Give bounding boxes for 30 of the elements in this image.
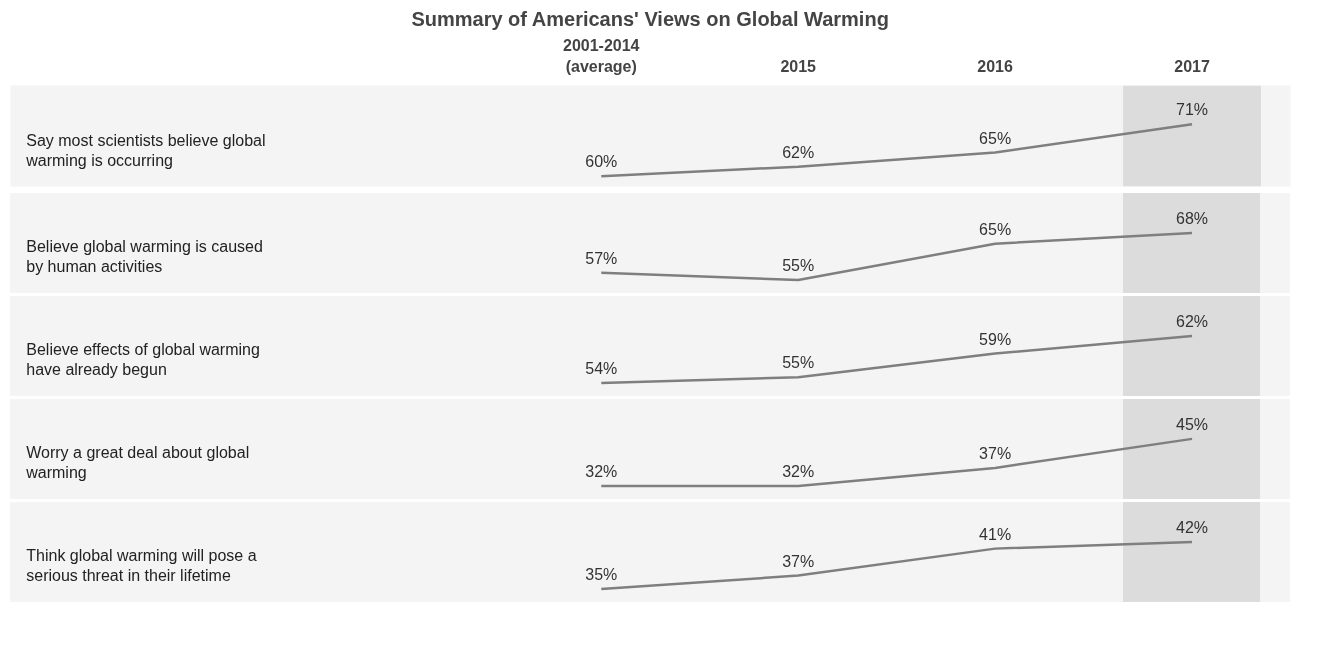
y-axis-title: Believe effects of global warming have already begun <box>26 340 260 379</box>
data-label: 32% <box>585 463 618 481</box>
data-label: 55% <box>782 257 815 275</box>
data-label: 71% <box>1176 101 1209 119</box>
data-label: 65% <box>979 220 1012 238</box>
data-label: 68% <box>1176 209 1209 227</box>
y-axis-title: Think global warming will pose a serious threat in their lifetime <box>26 546 257 585</box>
data-label: 42% <box>1176 518 1209 536</box>
x-tick-label: 2017 <box>1174 57 1210 75</box>
data-label: 37% <box>979 444 1012 462</box>
x-tick-label: 2015 <box>780 57 817 75</box>
data-label: 55% <box>782 354 815 372</box>
y-axis-title: Believe global warming is caused by human activities <box>26 237 263 276</box>
data-label: 57% <box>585 249 618 267</box>
data-label: 45% <box>1176 415 1209 433</box>
data-label: 62% <box>782 143 815 161</box>
data-label: 54% <box>585 360 618 378</box>
y-axis-title: Say most scientists believe global warming is occurring <box>25 131 266 169</box>
x-tick-label: 2001-2014 (average) <box>563 37 640 75</box>
data-label: 65% <box>979 129 1012 147</box>
data-label: 37% <box>782 552 815 570</box>
data-label: 59% <box>979 330 1012 348</box>
data-label: 60% <box>585 153 618 171</box>
y-axis-title: Worry a great deal about global warming <box>25 443 250 482</box>
data-label: 41% <box>979 525 1012 543</box>
data-label: 62% <box>1176 312 1209 330</box>
data-label: 32% <box>782 463 815 481</box>
data-label: 35% <box>585 566 618 584</box>
chart-title: Summary of Americans' Views on Global Warming <box>411 7 889 30</box>
x-tick-label: 2016 <box>977 57 1014 75</box>
